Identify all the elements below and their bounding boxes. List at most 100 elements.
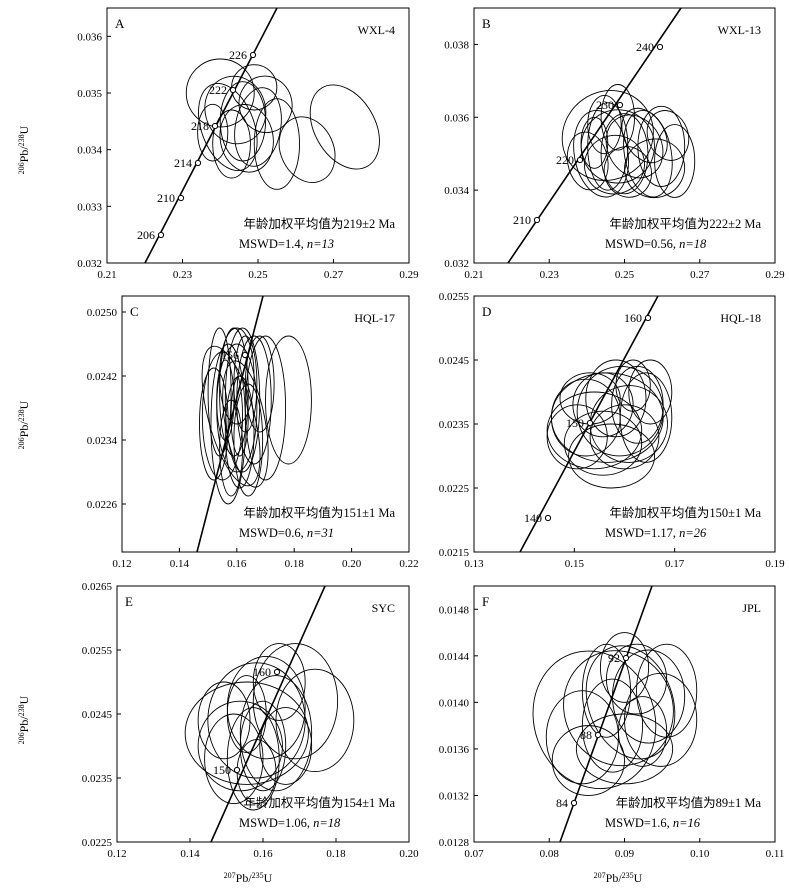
error-ellipse (646, 110, 690, 161)
concordia-age-label: 226 (229, 48, 247, 62)
sample-name: SYC (372, 601, 395, 615)
mswd-value: MSWD=1.4, (239, 237, 307, 251)
error-ellipse (654, 124, 696, 198)
plot-frame (121, 295, 410, 553)
concordia-age-marker (194, 159, 202, 167)
error-ellipse (219, 327, 249, 457)
concordia-age-label: 160 (624, 311, 642, 325)
y-tick-label: 0.0245 (439, 355, 470, 367)
panel-f: 0.07 0.08 0.09 0.10 0.11 0.0128 0.0132 0.0136 0.… (439, 585, 785, 860)
y-axis-title-text: 206Pb/238U (17, 695, 31, 744)
concordia-age-label: 88 (580, 728, 592, 742)
x-tick-label: 0.23 (540, 269, 560, 281)
concordia-age-label: 150 (213, 763, 231, 777)
error-ellipse (628, 359, 673, 425)
error-ellipse (198, 83, 258, 171)
concordia-age-marker (241, 351, 249, 359)
error-ellipses (184, 643, 355, 811)
concordia-age-marker (622, 654, 630, 662)
y-tick-label: 0.032 (77, 258, 102, 270)
error-ellipse (197, 103, 229, 162)
x-tick-label: 0.10 (690, 848, 710, 860)
error-ellipse (226, 675, 267, 753)
error-ellipse (572, 372, 634, 438)
x-tick-label: 0.20 (342, 558, 362, 570)
error-ellipse (259, 707, 313, 785)
y-tick-label: 0.033 (77, 201, 102, 213)
error-ellipse (605, 114, 664, 179)
y-tick-label: 0.0136 (439, 744, 470, 756)
panel-a: 0.21 0.23 0.25 0.27 0.29 0.032 0.033 0.034 0.035… (77, 7, 419, 281)
error-ellipse (212, 109, 251, 179)
sample-name: HQL-18 (720, 311, 761, 325)
error-ellipse (204, 75, 267, 145)
panel-e: 0.12 0.14 0.16 0.18 0.20 0.0225 0.0235 0.0245 0.… (82, 581, 419, 860)
y-tick-label: 0.032 (444, 258, 469, 270)
panel-letter: F (482, 594, 489, 609)
sample-name: HQL-17 (354, 311, 395, 325)
panel-letter: B (482, 16, 491, 31)
error-ellipse (623, 110, 673, 198)
concordia-age-marker (594, 731, 602, 739)
error-ellipse (600, 113, 649, 195)
concordia-curve (196, 296, 264, 552)
y-tick-label: 0.036 (444, 112, 469, 124)
mswd-label: MSWD=1.4, n=13 (239, 237, 334, 251)
x-tick-label: 0.20 (399, 848, 419, 860)
error-ellipse (252, 643, 339, 760)
error-ellipse (219, 327, 255, 425)
mswd-label: MSWD=0.6, n=31 (239, 526, 334, 540)
concordia-age-marker (157, 231, 165, 239)
mswd-label: MSWD=0.56, n=18 (605, 237, 707, 251)
sample-name: WXL-13 (718, 23, 761, 37)
error-ellipse (587, 94, 622, 155)
error-ellipse (600, 84, 635, 151)
y-axis-title-text: 206Pb/238U (17, 125, 31, 174)
y-tick-label: 0.036 (77, 31, 102, 43)
error-ellipse (244, 335, 275, 433)
concordia-age-marker (177, 194, 185, 202)
concordia-age-label: 210 (513, 213, 531, 227)
error-ellipse (197, 700, 283, 792)
error-ellipse (605, 643, 668, 715)
y-tick-label: 0.034 (77, 145, 102, 157)
concordia-age-marker (616, 101, 624, 109)
concordia-age-label: 206 (137, 228, 155, 242)
error-ellipse (637, 105, 686, 187)
x-tick-label: 0.15 (565, 558, 585, 570)
n-value: n=18 (313, 816, 341, 830)
x-tick-label: 0.29 (765, 269, 785, 281)
n-value: n=13 (307, 237, 334, 251)
x-tick-label: 0.29 (399, 269, 419, 281)
error-ellipse (309, 84, 380, 170)
y-tick-label: 0.035 (77, 88, 102, 100)
sample-name: WXL-4 (358, 23, 395, 37)
error-ellipse (551, 725, 625, 796)
x-tick-label: 0.14 (180, 848, 200, 860)
x-tick-label: 0.23 (173, 269, 193, 281)
y-tick-label: 0.0265 (82, 581, 113, 593)
mswd-value: MSWD=0.6, (239, 526, 307, 540)
x-axis-title-left: 207Pb/235U (224, 871, 273, 885)
error-ellipse (599, 632, 650, 703)
error-ellipse (252, 643, 306, 721)
error-ellipses (199, 327, 312, 505)
panel-letter: D (482, 304, 491, 319)
error-ellipse (210, 343, 246, 505)
y-tick-label: 0.0140 (439, 697, 470, 709)
error-ellipse (568, 423, 656, 489)
weighted-mean-age: 年龄加权平均值为219±2 Ma (243, 216, 395, 231)
error-ellipse (532, 650, 657, 790)
error-ellipse (580, 109, 655, 184)
mswd-label: MSWD=1.17, n=26 (605, 526, 707, 540)
mswd-label: MSWD=1.06, n=18 (239, 816, 341, 830)
concordia-age-label: 156 (221, 348, 239, 362)
panel-b: 0.21 0.23 0.25 0.27 0.29 0.032 0.034 0.036 0.038… (444, 7, 785, 281)
y-tick-label: 0.0235 (82, 773, 113, 785)
error-ellipse (603, 146, 652, 198)
y-axis-title-text: 206Pb/238U (17, 400, 31, 449)
x-tick-label: 0.11 (766, 848, 785, 860)
y-tick-label: 0.0132 (439, 790, 469, 802)
concordia-age-label: 140 (524, 511, 542, 525)
error-ellipse (624, 672, 698, 767)
